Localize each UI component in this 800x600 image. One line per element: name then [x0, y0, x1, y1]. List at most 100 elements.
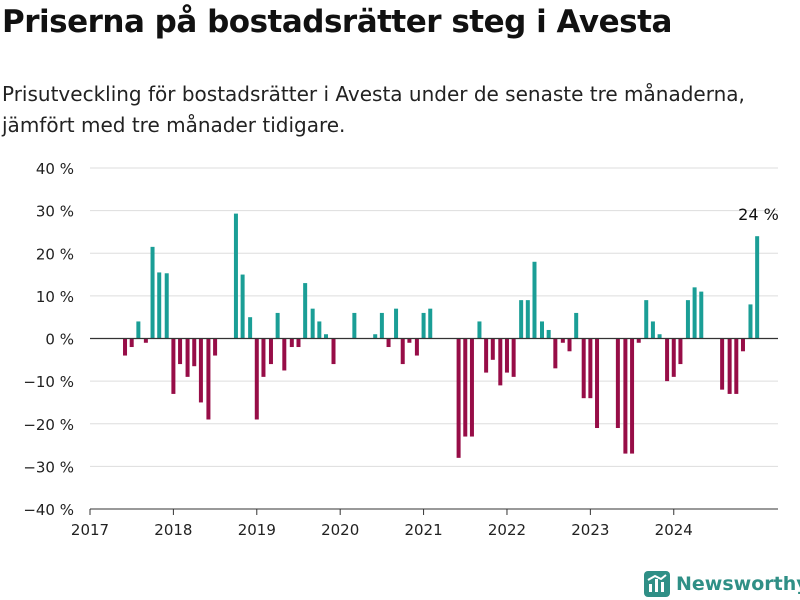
bar [428, 308, 433, 339]
x-tick-label: 2018 [154, 521, 192, 539]
page-subtitle: Prisutveckling för bostadsrätter i Avest… [2, 82, 745, 137]
bar [519, 300, 524, 339]
page-title: Priserna på bostadsrätter steg i Avesta [2, 4, 672, 40]
bar [623, 338, 628, 454]
bar [150, 246, 155, 339]
bar [394, 308, 399, 339]
bar [615, 338, 620, 429]
bar [740, 338, 745, 352]
brand-name: Newsworthy [676, 573, 800, 595]
bar [352, 312, 357, 339]
bar [463, 338, 468, 437]
bar [268, 338, 273, 365]
x-tick-label: 2023 [571, 521, 609, 539]
y-tick-label: −10 % [23, 373, 74, 391]
bar [248, 317, 253, 339]
y-tick-label: 10 % [36, 288, 74, 306]
bar [373, 334, 378, 339]
x-tick-label: 2024 [655, 521, 693, 539]
data-label: 24 % [738, 205, 779, 224]
y-tick-label: −30 % [23, 458, 74, 476]
bar [539, 321, 544, 339]
bar [143, 338, 148, 343]
bar [421, 312, 426, 339]
bar [498, 338, 503, 386]
bar [477, 321, 482, 339]
bar [644, 300, 649, 339]
bar [289, 338, 294, 348]
x-tick-label: 2020 [321, 521, 359, 539]
x-tick-label: 2017 [71, 521, 109, 539]
bar [692, 287, 697, 339]
bar [136, 321, 141, 339]
bar [678, 338, 683, 365]
bar [282, 338, 287, 371]
bar [511, 338, 516, 377]
bar [581, 338, 586, 399]
y-tick-label: −20 % [23, 416, 74, 434]
bar [630, 338, 635, 454]
bar [275, 312, 280, 339]
bar [699, 291, 704, 339]
bar [261, 338, 266, 377]
bar [296, 338, 301, 348]
y-tick-label: 0 % [45, 331, 74, 349]
bar [317, 321, 322, 339]
bar [748, 304, 753, 339]
bar [407, 338, 412, 343]
bar [164, 273, 169, 339]
bar [456, 338, 461, 458]
bar [324, 334, 329, 339]
x-tick-label: 2022 [488, 521, 526, 539]
bar [303, 283, 308, 339]
bar [254, 338, 259, 420]
bar [386, 338, 391, 348]
bar [123, 338, 128, 356]
bar [532, 261, 537, 339]
y-tick-label: 30 % [36, 203, 74, 221]
bar [178, 338, 183, 365]
x-tick-label: 2019 [238, 521, 276, 539]
bar [671, 338, 676, 377]
bar [192, 338, 197, 367]
bar [553, 338, 558, 369]
bar [504, 338, 509, 373]
bar [206, 338, 211, 420]
brand: Newsworthy [644, 569, 800, 599]
bar [185, 338, 190, 377]
bar [734, 338, 739, 394]
bar [331, 338, 336, 365]
y-tick-label: 20 % [36, 245, 74, 263]
bar [567, 338, 572, 352]
bar [310, 308, 315, 339]
bar [560, 338, 565, 343]
bar [657, 334, 662, 339]
bar [650, 321, 655, 339]
bar [233, 213, 238, 339]
bar [727, 338, 732, 394]
bar [720, 338, 725, 390]
y-tick-label: −40 % [23, 501, 74, 519]
bar [129, 338, 134, 348]
bar [171, 338, 176, 394]
bar [685, 300, 690, 339]
bar [379, 312, 384, 339]
bar [665, 338, 670, 382]
bar [198, 338, 203, 403]
bar [755, 236, 760, 339]
bar [588, 338, 593, 399]
newsworthy-logo-icon [644, 571, 670, 597]
y-tick-label: 40 % [36, 160, 74, 178]
bar [595, 338, 600, 429]
bar [213, 338, 218, 356]
bar [469, 338, 474, 437]
bar [525, 300, 530, 339]
bar [400, 338, 405, 365]
bar [240, 274, 245, 339]
bar [414, 338, 419, 356]
bar [574, 312, 579, 339]
bar [636, 338, 641, 343]
bar [546, 329, 551, 339]
bar [484, 338, 489, 373]
